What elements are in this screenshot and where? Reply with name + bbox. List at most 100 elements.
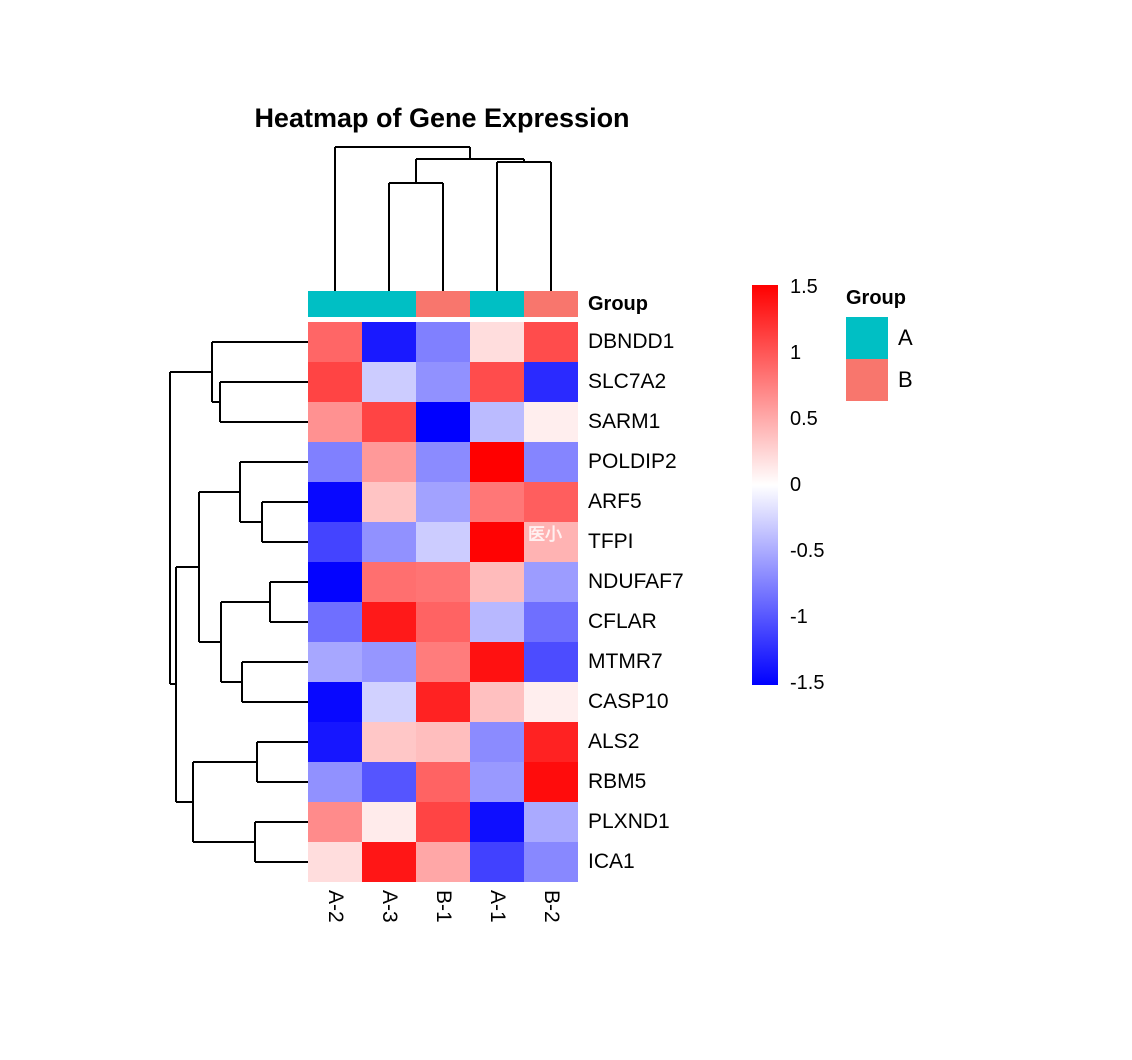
color-scale-bar [752, 285, 778, 685]
heatmap-cell [308, 802, 362, 842]
heatmap-cell [470, 842, 524, 882]
row-labels: DBNDD1 SLC7A2 SARM1 POLDIP2 ARF5 TFPI NDUFAF7 C… [588, 322, 788, 882]
colorbar-tick-label: -1 [790, 606, 808, 628]
heatmap-cell [308, 322, 362, 362]
legend-swatch [846, 317, 888, 359]
heatmap-cell [416, 402, 470, 442]
heatmap-cell [524, 842, 578, 882]
column-label: B-1 [432, 890, 455, 923]
heatmap-cell [416, 802, 470, 842]
heatmap-cell [524, 762, 578, 802]
heatmap-cell [524, 682, 578, 722]
column-label: A-2 [324, 890, 347, 923]
heatmap-cell [470, 762, 524, 802]
column-label: B-2 [540, 890, 563, 923]
heatmap-cell [308, 442, 362, 482]
annotation-cell [308, 291, 362, 317]
row-label: PLXND1 [588, 810, 670, 833]
heatmap-cell [362, 522, 416, 562]
heatmap-cell [362, 602, 416, 642]
colorbar-tick-label: 1 [790, 342, 802, 364]
row-label: SLC7A2 [588, 370, 667, 393]
colorbar-tick-label: 0 [790, 474, 802, 496]
heatmap-cell [524, 402, 578, 442]
heatmap-cell [362, 842, 416, 882]
heatmap-cell [416, 602, 470, 642]
heatmap-cell [416, 362, 470, 402]
colorbar-tick-label: 1.5 [790, 276, 818, 298]
colorbar-tick-label: -1.5 [790, 672, 825, 694]
group-legend-title: Group [846, 287, 906, 309]
heatmap-cell [470, 522, 524, 562]
heatmap-cell [416, 642, 470, 682]
heatmap-cell [416, 522, 470, 562]
row-label: ICA1 [588, 850, 635, 873]
heatmap-cell [470, 322, 524, 362]
heatmap-cell [416, 562, 470, 602]
heatmap-cell [362, 762, 416, 802]
row-label: CASP10 [588, 690, 669, 713]
heatmap-cell [308, 362, 362, 402]
heatmap-cell [524, 482, 578, 522]
heatmap-cell [470, 802, 524, 842]
heatmap-cell [308, 642, 362, 682]
heatmap-cell [524, 722, 578, 762]
heatmap-cell [470, 642, 524, 682]
legend-item-label: A [898, 325, 913, 350]
heatmap-cell [362, 402, 416, 442]
column-dendrogram [334, 146, 552, 291]
row-label: DBNDD1 [588, 330, 675, 353]
heatmap-cell [524, 562, 578, 602]
annotation-track-label: Group [588, 293, 648, 315]
heatmap-cell [470, 602, 524, 642]
heatmap-cell [416, 482, 470, 522]
row-label: CFLAR [588, 610, 657, 633]
heatmap-cell [524, 642, 578, 682]
heatmap-cell [308, 722, 362, 762]
heatmap-cell [416, 722, 470, 762]
row-label: ARF5 [588, 490, 642, 513]
row-label: TFPI [588, 530, 634, 553]
heatmap-cell [470, 682, 524, 722]
heatmap-cell [308, 402, 362, 442]
heatmap-cell [308, 562, 362, 602]
heatmap-cell [362, 642, 416, 682]
heatmap-cell [416, 842, 470, 882]
legend-swatch [846, 359, 888, 401]
heatmap-cell [524, 602, 578, 642]
heatmap-cell [470, 442, 524, 482]
legend-item-label: B [898, 367, 913, 392]
chart-title: Heatmap of Gene Expression [254, 103, 630, 133]
heatmap-cell [470, 562, 524, 602]
heatmap-cell [308, 762, 362, 802]
row-label: ALS2 [588, 730, 640, 753]
heatmap-cell [524, 802, 578, 842]
heatmap-cell [362, 362, 416, 402]
heatmap-cell [416, 322, 470, 362]
column-annotation-bar [308, 291, 578, 317]
heatmap-cell [308, 602, 362, 642]
annotation-cell [524, 291, 578, 317]
row-label: POLDIP2 [588, 450, 677, 473]
colorbar-tick-label: -0.5 [790, 540, 825, 562]
heatmap-cell [524, 362, 578, 402]
heatmap-cell [308, 682, 362, 722]
heatmap-cell [416, 442, 470, 482]
heatmap-cell [308, 482, 362, 522]
row-label: MTMR7 [588, 650, 663, 673]
row-dendrogram [169, 341, 308, 863]
heatmap-cell [524, 322, 578, 362]
heatmap-cell [524, 522, 578, 562]
heatmap-cell [308, 522, 362, 562]
heatmap-cell [362, 682, 416, 722]
heatmap-grid [308, 322, 578, 882]
heatmap-cell [416, 762, 470, 802]
heatmap-cell [362, 562, 416, 602]
heatmap-cell [362, 722, 416, 762]
row-label: SARM1 [588, 410, 661, 433]
heatmap-cell [362, 442, 416, 482]
heatmap-cell [308, 842, 362, 882]
row-label: RBM5 [588, 770, 647, 793]
heatmap-cell [362, 322, 416, 362]
